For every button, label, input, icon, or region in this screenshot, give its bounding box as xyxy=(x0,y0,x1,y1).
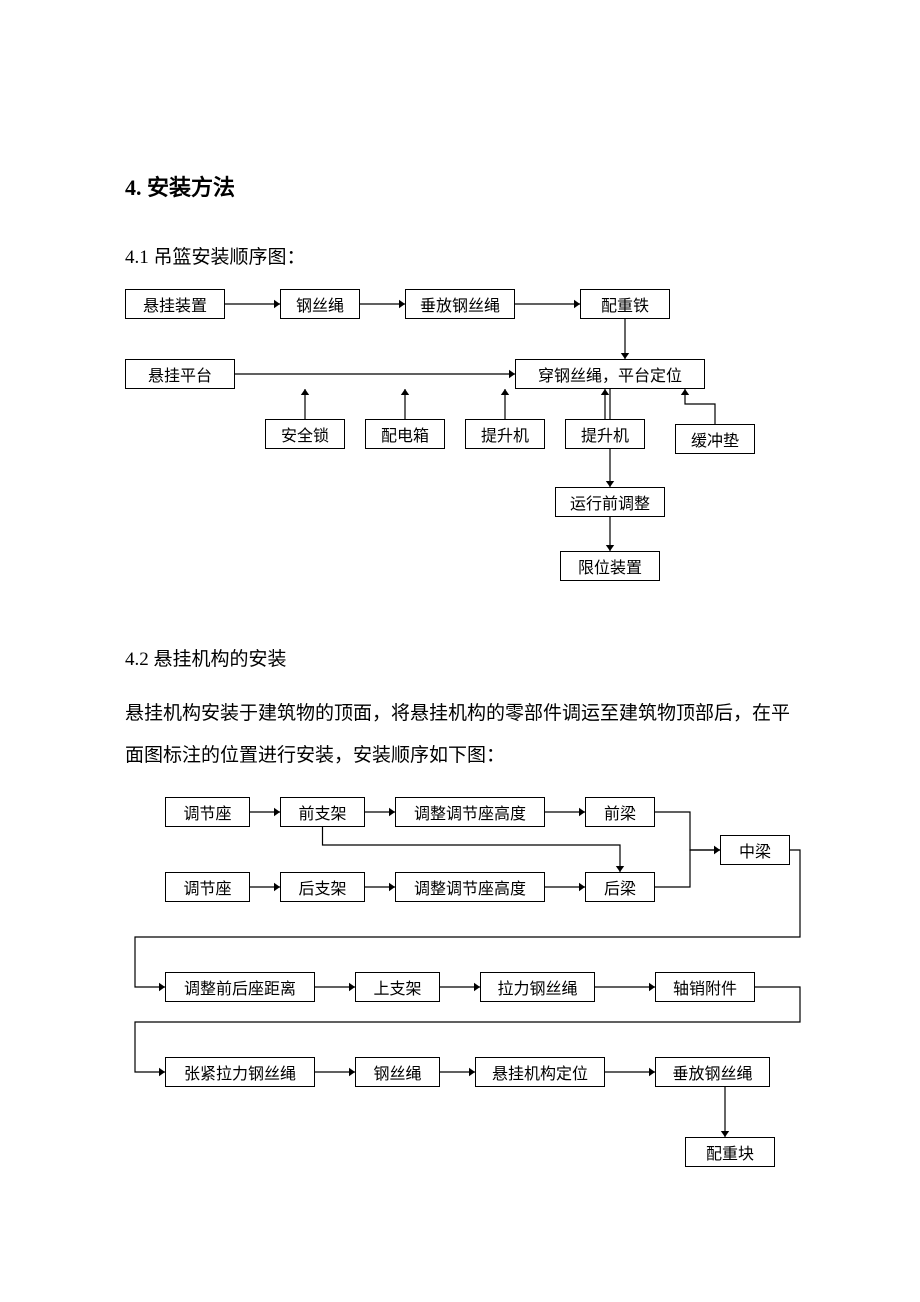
flowchart-node: 缓冲垫 xyxy=(675,424,755,454)
flowchart-node: 后梁 xyxy=(585,872,655,902)
flowchart-node: 轴销附件 xyxy=(655,972,755,1002)
flowchart-node: 垂放钢丝绳 xyxy=(655,1057,770,1087)
flowchart-node: 配电箱 xyxy=(365,419,445,449)
flowchart-2: 调节座前支架调整调节座高度前梁调节座后支架调整调节座高度后梁中梁调整前后座距离上… xyxy=(125,797,805,1177)
heading-1: 4. 安装方法 xyxy=(125,170,795,202)
section-1-title: 4.1 吊篮安装顺序图： xyxy=(125,242,795,269)
flowchart-node: 中梁 xyxy=(720,835,790,865)
flowchart-node: 限位装置 xyxy=(560,551,660,581)
flowchart-node: 调整调节座高度 xyxy=(395,797,545,827)
flowchart-node: 上支架 xyxy=(355,972,440,1002)
flowchart-node: 配重铁 xyxy=(580,289,670,319)
section-2-body: 悬挂机构安装于建筑物的顶面，将悬挂机构的零部件调运至建筑物顶部后，在平面图标注的… xyxy=(125,693,795,777)
flowchart-node: 调节座 xyxy=(165,872,250,902)
flowchart-node: 悬挂平台 xyxy=(125,359,235,389)
flowchart-node: 钢丝绳 xyxy=(280,289,360,319)
flowchart-node: 运行前调整 xyxy=(555,487,665,517)
flowchart-node: 安全锁 xyxy=(265,419,345,449)
flowchart-node: 提升机 xyxy=(465,419,545,449)
section-2-title: 4.2 悬挂机构的安装 xyxy=(125,644,795,671)
flowchart-node: 前支架 xyxy=(280,797,365,827)
flowchart-node: 前梁 xyxy=(585,797,655,827)
flowchart-node: 拉力钢丝绳 xyxy=(480,972,595,1002)
flowchart-node: 悬挂机构定位 xyxy=(475,1057,605,1087)
flowchart-node: 钢丝绳 xyxy=(355,1057,440,1087)
flowchart-node: 提升机 xyxy=(565,419,645,449)
flowchart-node: 垂放钢丝绳 xyxy=(405,289,515,319)
flowchart-node: 穿钢丝绳，平台定位 xyxy=(515,359,705,389)
flowchart-node: 张紧拉力钢丝绳 xyxy=(165,1057,315,1087)
flowchart-node: 调节座 xyxy=(165,797,250,827)
flowchart-node: 调整前后座距离 xyxy=(165,972,315,1002)
flowchart-1: 悬挂装置钢丝绳垂放钢丝绳配重铁悬挂平台穿钢丝绳，平台定位安全锁配电箱提升机提升机… xyxy=(125,289,805,589)
flowchart-node: 调整调节座高度 xyxy=(395,872,545,902)
flowchart-node: 后支架 xyxy=(280,872,365,902)
flowchart-node: 悬挂装置 xyxy=(125,289,225,319)
flowchart-node: 配重块 xyxy=(685,1137,775,1167)
